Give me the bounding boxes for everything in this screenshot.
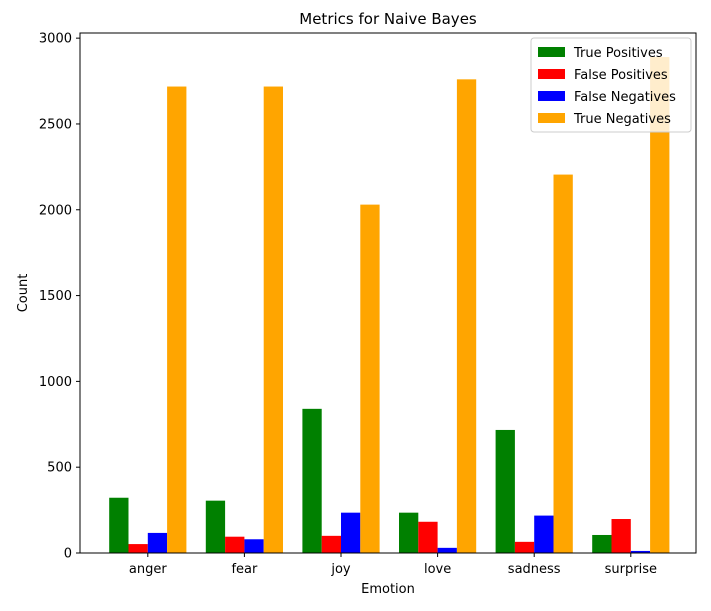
- y-tick-label: 2500: [39, 117, 72, 132]
- x-tick-label: sadness: [508, 562, 561, 577]
- legend-label: False Negatives: [574, 90, 676, 105]
- bar-true-negatives-joy: [360, 204, 380, 553]
- bar-true-negatives-fear: [263, 86, 283, 553]
- bar-true-positives-fear: [205, 500, 226, 553]
- y-tick-label: 500: [47, 461, 72, 476]
- x-tick-label: surprise: [605, 562, 657, 577]
- x-tick-label: love: [424, 562, 451, 577]
- legend-swatch: [538, 113, 565, 123]
- x-tick-label: joy: [330, 562, 351, 577]
- bar-true-positives-surprise: [592, 534, 612, 553]
- legend-box: [530, 37, 692, 133]
- bar-false-negatives-love: [437, 547, 457, 553]
- x-axis: anger fear joy love sadness surprise: [129, 553, 657, 577]
- axes-frame: [79, 32, 697, 554]
- bar-false-negatives-fear: [244, 539, 264, 553]
- bar-true-positives-anger: [109, 497, 129, 553]
- legend-swatch: [538, 91, 565, 101]
- bar-false-positives-anger: [128, 544, 148, 553]
- bar-true-negatives-sadness: [553, 174, 573, 553]
- y-tick-label: 0: [64, 547, 72, 562]
- bar-true-positives-sadness: [495, 429, 515, 553]
- bar-false-positives-sadness: [514, 541, 535, 553]
- chart-title: Metrics for Naive Bayes: [299, 10, 477, 28]
- legend-swatch: [538, 69, 565, 79]
- legend-swatch: [538, 47, 565, 57]
- y-tick-label: 1500: [39, 289, 72, 304]
- bar-false-positives-love: [418, 521, 438, 553]
- legend: True Positives False Positives False Negat…: [530, 37, 692, 133]
- plot-area: [109, 57, 670, 553]
- bar-true-positives-love: [399, 512, 419, 553]
- legend-label: True Negatives: [573, 112, 671, 127]
- y-tick-label: 2000: [39, 203, 72, 218]
- bar-true-negatives-surprise: [650, 57, 670, 553]
- bar-false-positives-joy: [321, 535, 341, 553]
- x-tick-label: fear: [231, 562, 258, 577]
- bar-false-negatives-joy: [341, 512, 361, 553]
- bar-false-negatives-anger: [147, 532, 168, 553]
- bar-true-negatives-anger: [167, 86, 187, 553]
- bar-false-positives-fear: [225, 536, 245, 553]
- bar-true-negatives-love: [456, 79, 477, 553]
- y-tick-label: 3000: [39, 32, 72, 47]
- bar-true-positives-joy: [302, 408, 322, 553]
- y-tick-label: 1000: [39, 375, 72, 390]
- bar-false-positives-surprise: [611, 519, 631, 553]
- legend-label: True Positives: [573, 46, 663, 61]
- y-axis-label: Count: [16, 274, 31, 313]
- x-axis-label: Emotion: [361, 582, 415, 597]
- bar-false-negatives-sadness: [534, 515, 554, 553]
- bar-false-negatives-surprise: [630, 550, 651, 553]
- y-axis: 0 500 1000 1500 2000 2500 3000: [39, 32, 80, 562]
- legend-label: False Positives: [574, 68, 668, 83]
- x-tick-label: anger: [129, 562, 167, 577]
